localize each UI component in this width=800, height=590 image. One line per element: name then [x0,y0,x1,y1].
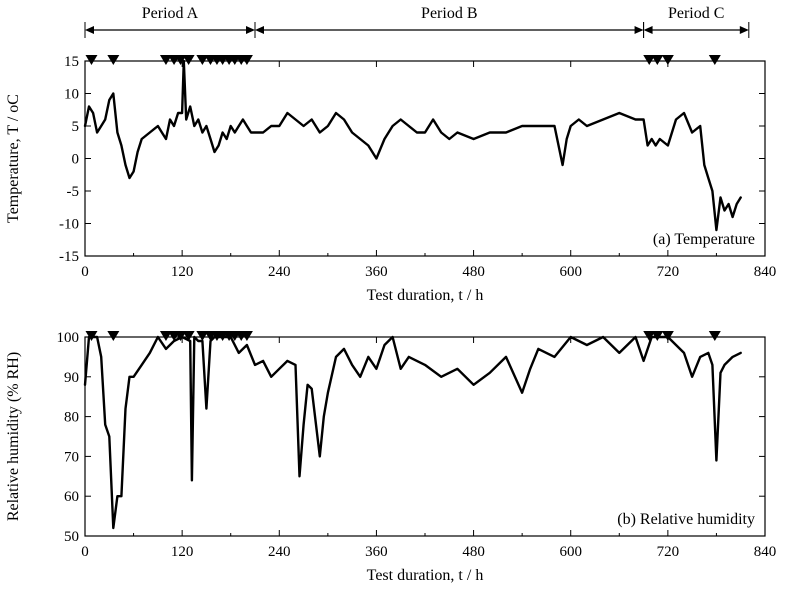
humidity-plot-frame [84,336,766,537]
humidity-x-tick-label: 720 [657,544,680,560]
period-arrowhead-right [246,26,255,34]
humidity-event-marker [240,331,253,341]
period-arrowhead-right [634,26,644,34]
temperature-event-marker [159,55,172,65]
temperature-plot-frame [84,60,766,257]
temperature-event-marker [85,55,98,65]
period-arrowhead-left [643,26,653,34]
period-label: Period A [142,5,199,22]
temperature-event-marker [661,55,674,65]
temperature-x-tick-label: 120 [171,264,194,280]
temperature-y-tick-label: -5 [67,184,80,200]
period-label: Period B [421,5,477,22]
humidity-y-tick-label: 60 [64,489,79,505]
temperature-y-tick-label: 0 [72,152,80,168]
temperature-series-line [83,59,742,232]
humidity-event-marker [661,331,674,341]
humidity-x-axis-title: Test duration, t / h [367,567,484,584]
period-annotations: Period A Period B Period C [84,5,750,38]
humidity-event-marker [708,331,721,341]
humidity-event-marker [107,331,120,341]
humidity-x-tick-label: 360 [365,544,388,560]
humidity-event-marker [182,331,195,341]
humidity-y-tick-label: 100 [57,330,80,346]
temperature-event-marker [196,55,209,65]
temperature-y-tick-label: -15 [59,249,79,265]
temperature-y-axis-title: Temperature, T / oC [5,94,22,223]
temperature-event-marker [174,55,187,65]
humidity-y-tick-label: 90 [64,370,79,386]
humidity-y-tick-label: 50 [64,529,79,545]
humidity-event-marker [651,331,664,341]
humidity-y-axis-title: Relative humidity (% RH) [5,352,22,521]
humidity-panel-label: (b) Relative humidity [617,511,755,528]
temperature-x-tick-label: 480 [462,264,485,280]
temperature-x-tick-label: 720 [657,264,680,280]
temperature-x-tick-label: 0 [81,264,89,280]
temperature-event-marker [240,55,253,65]
temperature-panel-label: (a) Temperature [653,231,755,248]
temperature-x-axis-title: Test duration, t / h [367,287,484,304]
humidity-event-marker [196,331,209,341]
temperature-x-tick-label: 360 [365,264,388,280]
temperature-event-marker [643,55,656,65]
humidity-event-marker [643,331,656,341]
humidity-x-tick-label: 840 [754,544,777,560]
temperature-event-marker [107,55,120,65]
period-arrowhead-right [739,26,749,34]
humidity-x-tick-label: 600 [559,544,582,560]
humidity-x-tick-label: 0 [81,544,89,560]
humidity-series-line [83,335,742,530]
temperature-x-tick-label: 600 [559,264,582,280]
temperature-y-tick-label: 15 [64,54,79,70]
period-label: Period C [668,5,724,22]
humidity-panel: 0 120 240 360 480 600 720 840 50 60 70 80 90 100 Test … [5,330,776,584]
humidity-x-tick-label: 480 [462,544,485,560]
humidity-event-marker [85,331,98,341]
humidity-event-marker [174,331,187,341]
humidity-y-tick-label: 70 [64,449,79,465]
temperature-event-marker [708,55,721,65]
temperature-panel: 0 120 240 360 480 600 720 840 -15 -10 -5 0 5 10 15 Test… [5,54,776,304]
temperature-y-tick-label: 5 [72,119,80,135]
temperature-x-tick-label: 840 [754,264,777,280]
period-arrowhead-left [255,26,264,34]
temperature-event-marker [182,55,195,65]
humidity-event-marker [159,331,172,341]
period-arrowhead-left [85,26,94,34]
temperature-y-tick-label: 10 [64,87,79,103]
temperature-x-tick-label: 240 [268,264,291,280]
humidity-y-tick-label: 80 [64,410,79,426]
humidity-x-tick-label: 120 [171,544,194,560]
temperature-event-marker [651,55,664,65]
humidity-x-tick-label: 240 [268,544,291,560]
temperature-y-tick-label: -10 [59,217,79,233]
